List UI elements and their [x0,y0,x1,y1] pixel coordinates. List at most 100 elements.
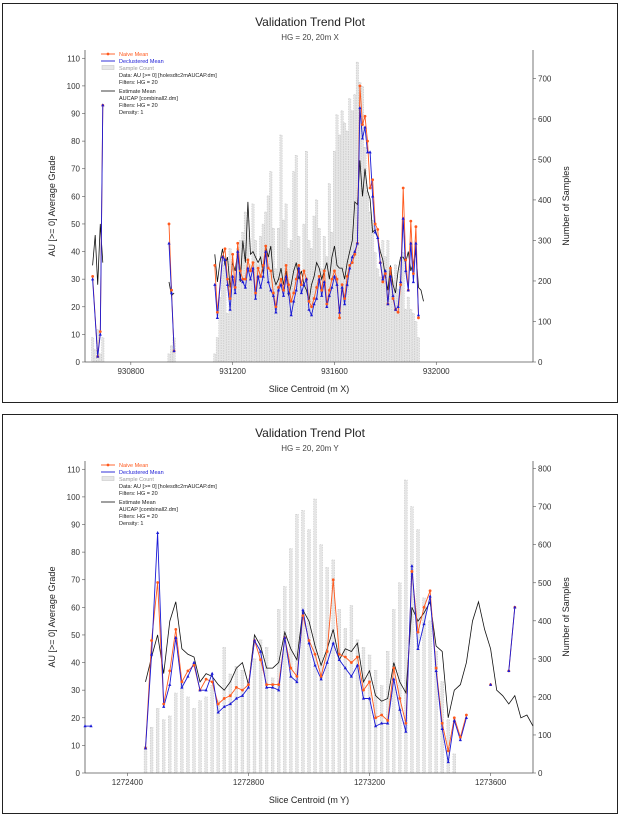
chart0-naive-point-34 [284,263,288,267]
chart0-count-bar-43 [302,223,306,363]
chart0-naive-point-36 [289,299,293,303]
chart1-count-bar-2 [155,708,160,774]
chart1-count-bar-34 [349,605,354,774]
chart1-count-bar-23 [283,586,287,774]
chart1-count-bar-46 [422,597,426,774]
chart1-legend-entry-3: Data: AU [>= 0] [holesdtc2mAUCAP.dm] [119,484,217,490]
chart0-naive-point-86 [417,316,420,320]
chart0-naive-point-63 [358,84,362,88]
chart1-ytick-label-3: 30 [71,686,80,695]
chart1-declustered-point-39 [367,696,372,700]
chart1-y2tick-label-3: 300 [538,655,552,664]
chart1-xtick-label-3: 1273600 [475,778,507,787]
chart1-declustered-point-36 [349,674,353,678]
chart1-ytick-label-4: 40 [71,659,80,668]
chart0-count-bar-44 [305,150,308,363]
chart0-declustered-point-75 [388,274,393,278]
chart0-declustered-point-6 [172,349,176,353]
chart1-declustered-point-16 [228,702,232,706]
chart1-declustered-point-10 [192,660,196,664]
chart0-declustered-point-50 [325,304,329,308]
chart1-count-bar-3 [162,719,166,774]
chart1-y2tick-label-5: 500 [538,579,552,588]
chart1-declustered-point-43 [392,677,396,681]
chart1-count-bar-43 [404,479,408,774]
chart0-count-bar-86 [411,313,415,363]
chart1-ytick-label-9: 90 [71,521,80,530]
chart0-count-bar-21 [246,219,250,363]
chart0-naive-point-21 [251,261,255,265]
chart0-legend-entry-1: Declustered Mean [119,59,164,65]
chart0-ytick-label-4: 40 [71,248,80,257]
chart0-naive-point-59 [348,263,352,267]
trend-plot-y: Validation Trend Plot HG = 20, 20m Y 0 10 20… [47,426,571,805]
chart0-naive-point-0 [91,275,95,278]
chart0-declustered-point-42 [304,277,309,281]
chart0-legend-entry-7: Filters: HG = 20 [119,103,158,109]
chart1-declustered-line-1 [145,532,467,763]
chart0-naive-point-39 [297,263,301,267]
chart0-declustered-point-40 [299,291,303,295]
chart0-count-bar-51 [322,236,326,363]
chart0-count-bar-8 [213,353,217,363]
chart0-count-bar-1 [93,349,97,363]
chart1-naive-point-38 [374,716,377,720]
chart0-declustered-point-15 [236,249,240,253]
chart1-naive-point-22 [277,683,281,687]
chart0-declustered-point-71 [378,260,382,264]
chart0-declustered-point-44 [309,313,314,317]
chart0-declustered-point-56 [340,285,344,289]
chart1-naive-point-27 [307,639,311,642]
chart1-declustered-line-3 [508,607,516,671]
chart1-naive-point-6 [180,680,184,684]
chart0-naive-point-18 [243,277,247,281]
chart0-declustered-point-39 [297,266,301,270]
chart0-count-bar-56 [335,114,339,363]
chart1-legend-entry-5: Estimate Mean [119,500,156,506]
chart0-naive-point-29 [271,291,275,295]
chart0-declustered-point-36 [289,313,293,317]
chart0-naive-point-22 [254,291,257,295]
chart0-declustered-point-69 [373,230,377,234]
chart0-naive-point-67 [368,186,372,190]
chart0-declustered-point-32 [279,282,283,286]
chart0-count-bar-68 [366,191,369,363]
chart1-y2tick-label-1: 100 [538,731,552,740]
chart0-declustered-point-12 [228,307,232,311]
chart0-declustered-point-78 [396,304,400,308]
chart1-declustered-point-57 [507,669,511,673]
chart0-declustered-point-31 [276,288,281,292]
chart0-count-bar-49 [317,227,321,363]
chart0-ytick-label-8: 80 [71,137,80,146]
chart0-naive-point-50 [325,302,329,306]
chart0-declustered-point-24 [259,285,263,289]
chart0-declustered-point-66 [365,150,370,154]
chart0-declustered-point-74 [386,302,390,306]
chart0-ytick-label-3: 30 [71,275,80,284]
chart0-y2label: Number of Samples [561,166,571,246]
chart0-declustered-point-57 [343,302,347,306]
chart1-declustered-point-11 [198,688,202,692]
chart1-count-bar-10 [204,696,208,774]
chart0-count-bar-52 [325,256,329,363]
chart0-y2tick-label-1: 100 [538,317,552,326]
chart1-naive-point-24 [289,666,293,670]
chart1-declustered-point-27 [295,680,299,684]
chart1-count-bar-28 [313,498,317,774]
chart0-ytick-label-2: 20 [71,303,80,312]
chart1-y2tick-label-7: 700 [538,503,552,512]
chart0-declustered-point-46 [315,296,319,300]
chart1-count-bar-18 [252,658,257,774]
chart1-declustered-point-3 [149,652,154,656]
chart1-count-bar-11 [210,685,214,774]
chart0-declustered-point-38 [294,288,298,292]
chart1-naive-point-50 [446,749,450,753]
chart0-naive-point-40 [299,283,303,287]
chart1-count-bar-37 [367,654,372,774]
chart0-naive-point-64 [361,123,364,126]
chart1-declustered-point-17 [234,696,238,700]
chart0-ytick-label-7: 70 [71,165,80,174]
chart1-declustered-point-2 [143,746,148,750]
chart0-declustered-point-81 [404,269,408,273]
chart0-xlabel: Slice Centroid (m X) [269,384,350,394]
